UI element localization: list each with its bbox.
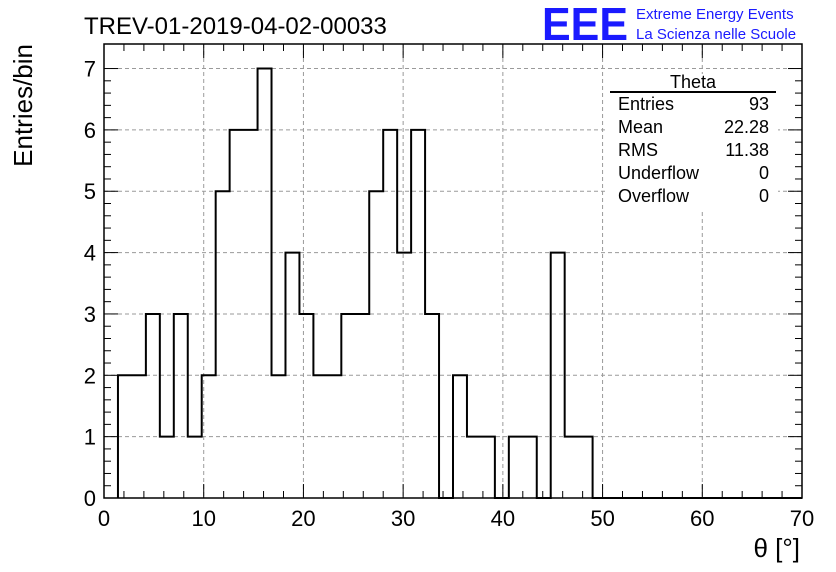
histogram-bin [355,314,369,498]
histogram-bin [565,437,579,498]
x-tick-label: 40 [491,506,515,531]
stats-box-background [608,74,778,212]
histogram-bin [299,314,313,498]
logo-line-2: La Scienza nelle Scuole [636,26,796,43]
histogram-bin [579,437,593,498]
y-tick-label: 2 [84,363,96,388]
stats-value: 11.38 [725,140,769,160]
y-tick-label: 1 [84,425,96,450]
x-tick-label: 70 [790,506,814,531]
stats-value: 22.28 [724,117,769,137]
x-tick-label: 60 [690,506,714,531]
x-tick-label: 10 [191,506,215,531]
histogram-bin [341,314,355,498]
stats-label: Underflow [618,163,700,183]
histogram-bin [523,437,537,498]
x-tick-label: 0 [98,506,110,531]
x-tick-labels: 0 10 20 30 40 50 60 70 [98,506,814,531]
histogram-bin [467,437,481,498]
x-tick-label: 30 [391,506,415,531]
eee-logo: EEE Extreme Energy Events La Scienza nel… [542,0,796,50]
y-tick-label: 3 [84,302,96,327]
axis-ticks [103,44,803,499]
y-tick-labels: 0 1 2 3 4 5 6 7 [84,57,96,511]
y-tick-label: 5 [84,179,96,204]
histogram-bin [369,191,383,498]
y-axis-label: Entries/bin [8,44,38,167]
histogram-bin [481,437,495,498]
stats-box-title: Theta [670,72,717,92]
y-tick-label: 7 [84,57,96,82]
y-tick-label: 0 [84,486,96,511]
eee-logo-mark: EEE [542,0,628,50]
logo-line-1: Extreme Energy Events [636,6,794,23]
stats-label: RMS [618,140,658,160]
y-tick-label: 4 [84,241,96,266]
stats-row: RMS 11.38 [618,140,769,160]
histogram-bins [118,69,593,498]
x-tick-label: 20 [291,506,315,531]
histogram-bin [188,437,202,498]
x-axis-label: θ [°] [753,533,800,563]
x-tick-label: 50 [590,506,614,531]
stats-label: Mean [618,117,663,137]
histogram-bin [258,69,272,498]
stats-label: Entries [618,94,674,114]
plot-frame [103,43,803,499]
stats-row: Mean 22.28 [618,117,769,137]
histogram-bin [174,314,188,498]
histogram-bin [216,191,230,498]
stats-label: Overflow [618,186,690,206]
y-tick-label: 6 [84,118,96,143]
stats-row: Entries 93 [618,94,769,114]
histogram-bin [146,314,160,498]
stats-value: 93 [749,94,769,114]
histogram-bin [160,437,174,498]
histogram-bin [425,314,439,498]
stats-row: Overflow 0 [618,186,769,206]
stats-box: Theta Entries 93 Mean 22.28 RMS 11.38 Un… [608,72,778,212]
stats-value: 0 [759,186,769,206]
chart-title: TREV-01-2019-04-02-00033 [84,13,387,40]
histogram-bin [509,437,523,498]
stats-row: Underflow 0 [618,163,769,183]
stats-value: 0 [759,163,769,183]
